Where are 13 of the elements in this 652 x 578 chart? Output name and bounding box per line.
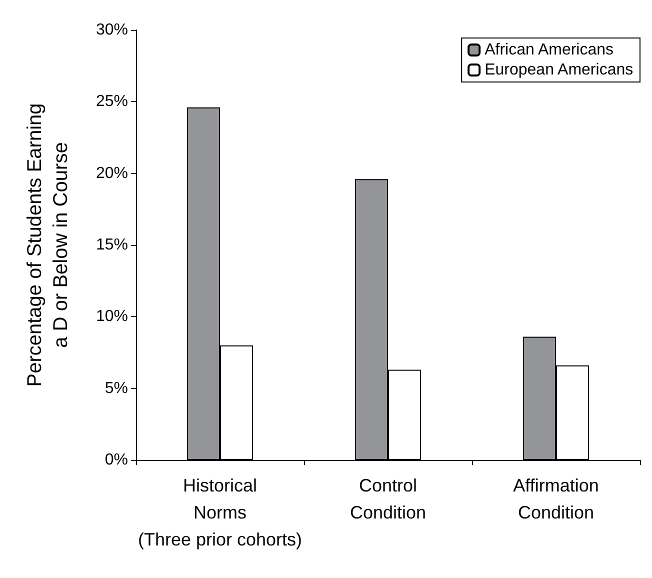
x-tick-label: Historical Norms (Three prior cohorts) [138, 476, 302, 550]
y-axis-title: Percentage of Students Earning a D or Below in Course [24, 103, 72, 387]
y-tick-label: 5% [104, 380, 128, 397]
y-tick-label: 15% [96, 236, 128, 254]
x-tick-label: Affirmation Condition [513, 476, 599, 522]
y-tick-label: 25% [96, 93, 128, 110]
y-tick-label: 10% [96, 308, 128, 326]
y-tick-label: 0% [104, 452, 128, 468]
legend-label: European Americans [484, 62, 634, 78]
x-tick-label: Control Condition [350, 476, 426, 522]
y-tick-label: 20% [96, 164, 128, 182]
legend-label: African Americans [484, 42, 614, 58]
y-tick-label: 30% [96, 22, 128, 38]
